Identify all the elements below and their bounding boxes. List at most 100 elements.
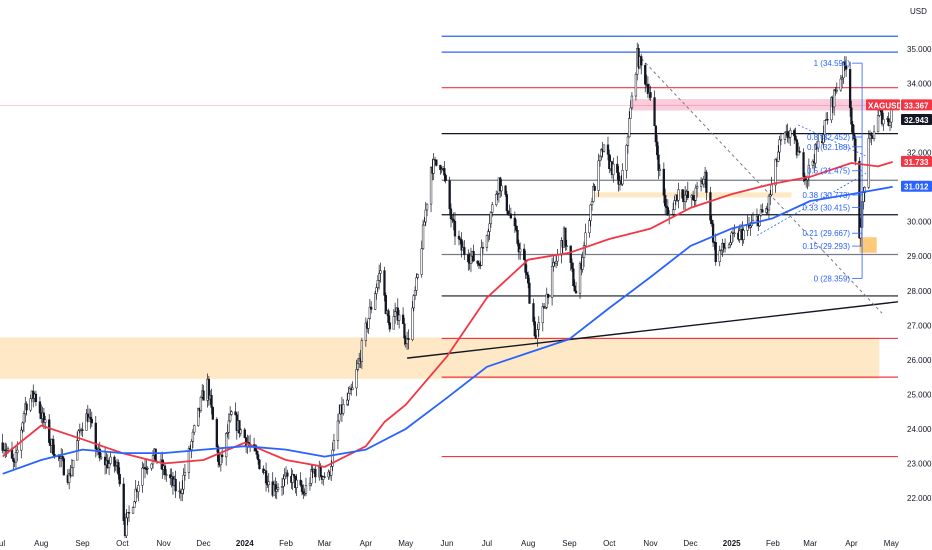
candle-body: [668, 213, 671, 216]
candle-body: [230, 411, 233, 415]
candle-body: [109, 456, 112, 464]
candle-body: [658, 168, 662, 171]
candle-body: [890, 108, 893, 123]
candle-body: [90, 418, 93, 424]
candle-body: [416, 274, 419, 278]
candle-body: [516, 230, 519, 244]
candle-body: [479, 264, 482, 267]
candle-body: [421, 224, 425, 249]
candle-body: [709, 192, 712, 221]
candle-body: [319, 466, 322, 477]
candle-body: [62, 458, 66, 476]
y-tick-label: 28.000: [907, 287, 932, 296]
candle-body: [711, 223, 715, 243]
x-tick-label: Oct: [116, 539, 129, 548]
candle-body: [425, 203, 429, 211]
fib-dotted-b: [756, 172, 867, 236]
candle-body: [850, 107, 853, 125]
candle-body: [765, 208, 768, 213]
candle-body: [70, 467, 73, 476]
x-tick-label: Jul: [0, 539, 5, 548]
candle-body: [226, 432, 229, 434]
candle-body: [544, 307, 547, 309]
candle-body: [197, 407, 200, 426]
candle-body: [533, 321, 536, 337]
candle-body: [835, 89, 838, 92]
levels-layer: [0, 35, 898, 458]
candle-body: [742, 230, 745, 240]
candle-body: [581, 257, 584, 270]
candle-body: [854, 138, 857, 162]
candle-body: [843, 62, 846, 66]
candle-body: [634, 74, 638, 97]
fib-dotted-a: [798, 124, 867, 157]
candle-body: [749, 225, 752, 228]
candle-body: [677, 189, 680, 201]
candle-body: [673, 200, 676, 210]
candle-body: [238, 420, 241, 434]
candle-body: [664, 194, 667, 207]
candle-body: [665, 205, 668, 208]
support-trendline: [407, 301, 899, 359]
candle-body: [133, 501, 136, 508]
candle-body: [61, 456, 64, 459]
candle-body: [463, 247, 466, 255]
candle-body: [314, 469, 317, 478]
candle-body: [702, 179, 705, 185]
candle-body: [570, 262, 574, 270]
candle-body: [733, 232, 736, 234]
candle-body: [191, 431, 195, 442]
candle-body: [6, 448, 10, 451]
candle-body: [351, 387, 354, 390]
candle-body: [500, 185, 503, 192]
candle-body: [211, 407, 215, 420]
symbol-tag: [866, 99, 900, 111]
candle-body: [723, 247, 727, 249]
candle-body: [424, 209, 427, 223]
candle-body: [376, 280, 379, 288]
x-tick-label: Aug: [521, 539, 535, 548]
candle-body: [14, 452, 18, 463]
candle-body: [588, 220, 591, 234]
candle-body: [560, 240, 563, 256]
candle-body: [793, 130, 796, 137]
zone-1: [630, 99, 880, 111]
candle-body: [798, 151, 801, 153]
candle-body: [183, 472, 187, 476]
x-tick-label: Aug: [34, 539, 48, 548]
candle-body: [606, 144, 610, 155]
y-tick-label: 29.000: [907, 252, 932, 261]
y-tick-label: 27.000: [907, 321, 932, 330]
sma-blue-line: [2, 185, 893, 475]
candle-body: [368, 306, 371, 319]
candle-body: [225, 433, 228, 458]
x-tick-label: 2025: [723, 539, 741, 548]
fibonacci-layer: 1 (34.591) 0.8 (32.452)0.7 (32.168) 0.5 (3…: [756, 59, 867, 283]
price-tag-text-1: 32.943: [904, 116, 929, 125]
candle-body: [859, 227, 862, 239]
candle-body: [360, 340, 364, 362]
candle-body: [528, 282, 531, 304]
candle-body: [207, 378, 211, 400]
candle-body: [848, 69, 852, 108]
candle-body: [730, 232, 733, 243]
candle-body: [565, 245, 568, 247]
candle-body: [584, 232, 587, 246]
candle-body: [163, 465, 167, 476]
fib-label-0: 1 (34.591): [814, 59, 851, 68]
candle-body: [626, 136, 630, 146]
candle-body: [439, 164, 442, 171]
candle-body: [114, 465, 117, 467]
candle-body: [364, 322, 368, 342]
candle-body: [767, 195, 771, 211]
candle-body: [519, 248, 522, 253]
candle-body: [202, 390, 205, 401]
candle-body: [770, 184, 773, 196]
candle-body: [388, 322, 391, 330]
candle-body: [22, 413, 26, 424]
candle-body: [342, 404, 345, 414]
candle-body: [403, 323, 406, 339]
candle-body: [150, 463, 153, 469]
